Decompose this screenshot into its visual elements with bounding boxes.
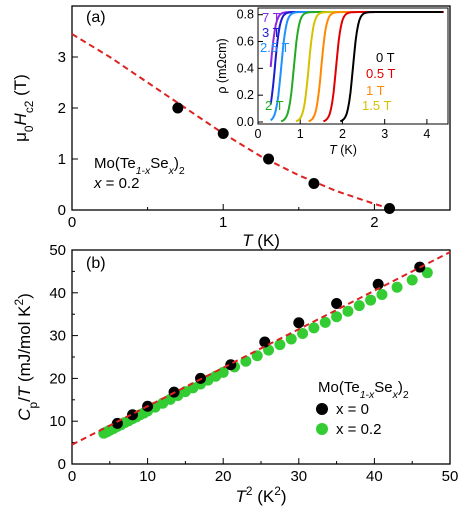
legend-label: x = 0.2 xyxy=(336,421,381,438)
panel-b-xtick-label: 10 xyxy=(139,468,156,485)
panel-b-point-x0.2 xyxy=(353,300,365,312)
panel-b-point-x0.2 xyxy=(331,311,343,323)
legend-title: Mo(Te1-xSex)2 xyxy=(318,379,409,401)
panel-b-point-x0.2 xyxy=(251,350,263,362)
panel-b: 0 10 20 30 40 5001020304050(b)Mo(Te1-xSex)2x … xyxy=(12,242,458,506)
panel-a-sample-label: Mo(Te1-xSex)2 xyxy=(94,155,185,177)
panel-b-ytick-label: 30 xyxy=(49,328,66,345)
panel-b-xtick-label: 30 xyxy=(290,468,307,485)
panel-a-composition-label: x = 0.2 xyxy=(93,175,139,192)
inset-xtick-label: 0 xyxy=(255,127,262,141)
panel-b-ytick-label: 40 xyxy=(49,285,66,302)
panel-a-hc2-point xyxy=(263,153,275,165)
panel-b-point-x0.2 xyxy=(391,281,403,293)
panel-a-fit-line xyxy=(71,33,390,210)
panel-b-ytick-label: 50 xyxy=(49,242,66,259)
panel-a-xlabel: T (K) xyxy=(242,231,280,250)
inset-ytick-label: 0.4 xyxy=(237,61,254,75)
panel-b-xtick-label: 20 xyxy=(215,468,232,485)
panel-a-ylabel: μ0Hc2 (T) xyxy=(11,74,36,142)
panel-b-point-x0.2 xyxy=(319,316,331,328)
panel-a: 0 1 2 0 1 2 3 (a) Mo(Te1-xSex)2x = 0.2 T (K) μ0Hc2… xyxy=(11,5,451,250)
panel-b-point-x0.2 xyxy=(342,305,354,317)
inset-xlabel: T (K) xyxy=(329,143,357,157)
legend-marker xyxy=(316,403,328,415)
inset-field-label: 3 T xyxy=(262,25,281,40)
panel-b-ylabel: Cp/T (mJ/mol K2) xyxy=(12,293,40,421)
panel-a-hc2-point xyxy=(217,128,229,139)
inset-curve xyxy=(339,11,443,123)
panel-a-hc2-point xyxy=(172,102,184,114)
panel-b-point-x0.2 xyxy=(308,322,320,334)
inset-ylabel: ρ (mΩcm) xyxy=(215,38,229,93)
panel-b-point-x0.2 xyxy=(217,366,229,378)
panel-b-point-x0.2 xyxy=(365,294,377,306)
inset-field-label: 2 T xyxy=(265,98,284,113)
panel-b-point-x0.2 xyxy=(274,339,286,351)
panel-b-point-x0 xyxy=(331,298,343,309)
inset-field-label: 1 T xyxy=(366,83,385,98)
inset-xtick-label: 2 xyxy=(339,127,346,141)
panel-b-point-x0 xyxy=(293,317,305,329)
inset-field-label: 2.5 T xyxy=(260,40,289,55)
panel-b-point-x0.2 xyxy=(285,333,297,345)
panel-a-ytick-label: 0 xyxy=(58,202,66,219)
panel-b-fit-line xyxy=(71,251,451,446)
panel-a-xtick-label: 0 xyxy=(68,214,76,231)
legend-label: x = 0 xyxy=(336,401,369,418)
panel-b-ytick-label: 20 xyxy=(49,370,66,387)
inset-ytick-label: 0.8 xyxy=(237,8,254,22)
inset-xtick-label: 1 xyxy=(297,127,304,141)
panel-a-ytick-label: 3 xyxy=(58,49,66,66)
panel-a-xtick-label: 2 xyxy=(370,214,378,231)
panel-a-ytick-label: 2 xyxy=(58,100,66,117)
inset-field-label: 1.5 T xyxy=(362,98,391,113)
panel-b-xtick-label: 40 xyxy=(366,468,383,485)
inset: 0 1 2 3 4 0.0 0.2 0.4 0.6 0.8 7 T3 T2.5 T 2 T 1.5 T1… xyxy=(215,7,449,157)
legend-marker xyxy=(316,423,328,435)
panel-b-point-x0.2 xyxy=(406,274,418,286)
panel-a-ytick-label: 1 xyxy=(58,151,66,168)
inset-field-label: 7 T xyxy=(262,10,281,25)
inset-ytick-label: 0.6 xyxy=(237,35,254,49)
panel-a-xtick-label: 1 xyxy=(219,214,227,231)
panel-b-point-x0 xyxy=(372,278,384,290)
panel-b-ytick-label: 10 xyxy=(49,413,66,430)
panel-a-label: (a) xyxy=(86,9,106,26)
panel-b-point-x0.2 xyxy=(297,327,309,339)
inset-xtick-label: 3 xyxy=(381,127,388,141)
inset-field-label: 0.5 T xyxy=(366,66,395,81)
panel-b-point-x0.2 xyxy=(376,289,388,301)
panel-a-hc2-point xyxy=(308,177,320,189)
panel-b-point-x0 xyxy=(259,336,271,348)
panel-b-xtick-label: 50 xyxy=(442,468,459,485)
inset-field-label: 0 T xyxy=(376,50,395,65)
panel-b-xtick-label: 0 xyxy=(68,468,76,485)
panel-a-hc2-point xyxy=(384,202,396,214)
panel-b-ytick-label: 0 xyxy=(58,456,66,473)
inset-xtick-label: 4 xyxy=(423,127,430,141)
panel-b-xlabel: T2 (K2) xyxy=(235,484,286,506)
panel-b-label: (b) xyxy=(86,255,106,272)
panel-b-point-x0.2 xyxy=(421,267,433,279)
inset-ytick-label: 0.0 xyxy=(237,115,254,129)
inset-ytick-label: 0.2 xyxy=(237,88,254,102)
